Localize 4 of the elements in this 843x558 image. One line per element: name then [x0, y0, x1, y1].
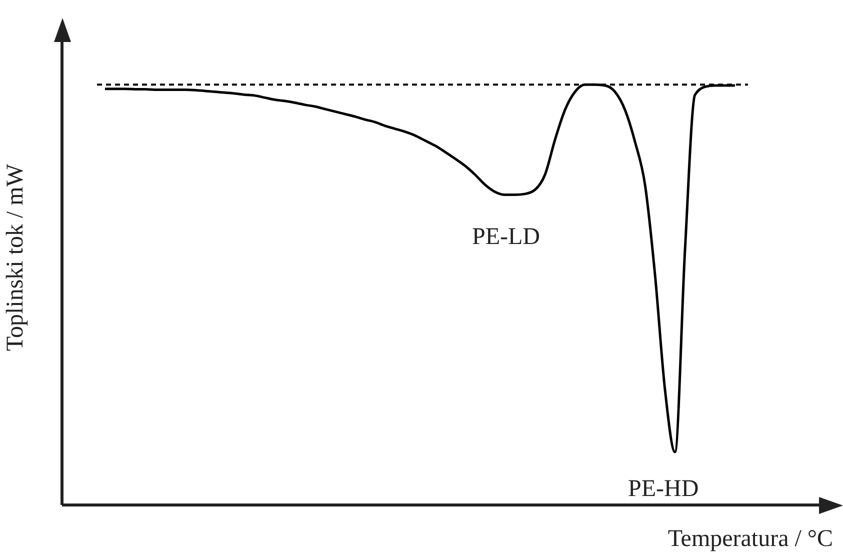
annotation: PE-HD	[628, 476, 699, 503]
annotation: PE-LD	[472, 224, 540, 251]
y-axis-title: Toplinski tok / mW	[2, 164, 29, 351]
x-axis-title: Temperatura / °C	[668, 526, 833, 552]
